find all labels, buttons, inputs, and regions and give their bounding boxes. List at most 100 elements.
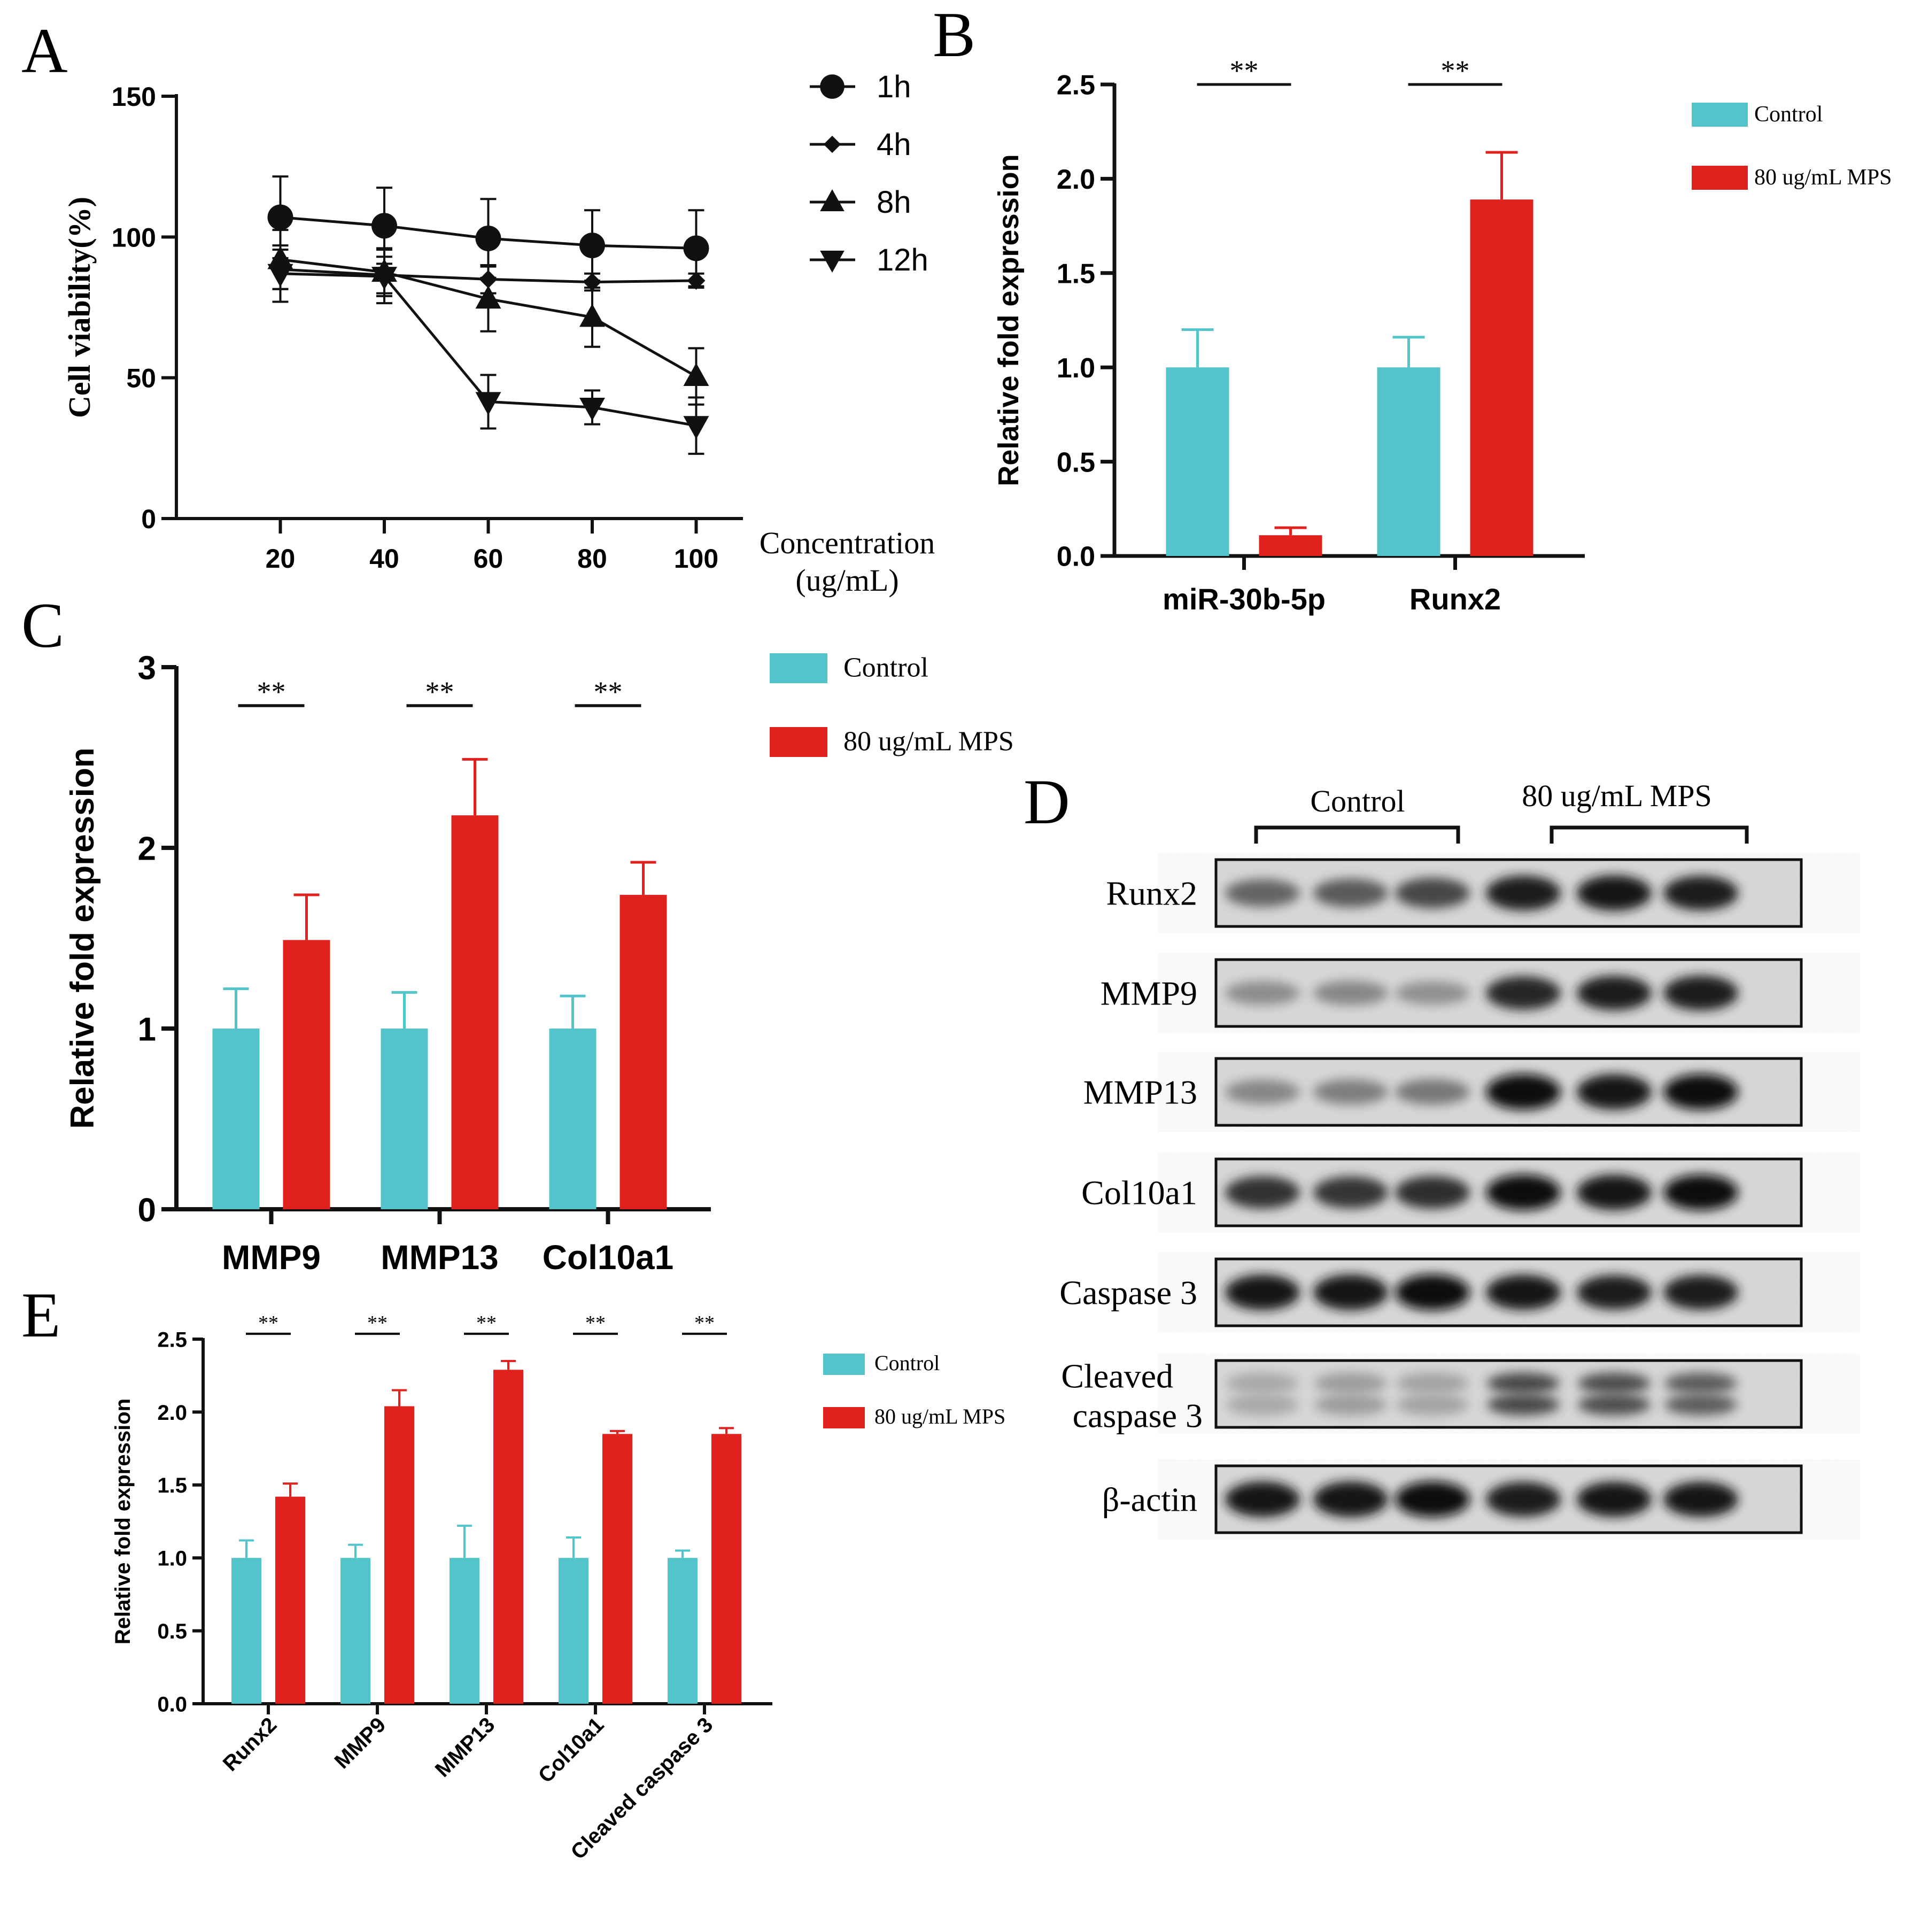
blot-row [1214, 958, 1803, 1028]
marker-diamond [583, 273, 601, 291]
blot-band [1225, 1079, 1300, 1104]
y-tick-label: 2.0 [157, 1401, 187, 1425]
significance-stars: ** [694, 1312, 715, 1334]
y-tick-label: 0.5 [1057, 447, 1095, 478]
blot-band [1226, 1372, 1299, 1394]
legend-label-treatment: 80 ug/mL MPS [1754, 165, 1892, 190]
bar-treatment [283, 940, 330, 1209]
blot-band [1486, 1174, 1561, 1210]
blot-band [1577, 875, 1652, 911]
marker-circle [267, 204, 293, 230]
blot-band [1396, 1394, 1469, 1416]
bar-control [1377, 367, 1440, 556]
blot-row-label: Cleaved [1061, 1357, 1173, 1395]
blot-band [1313, 1481, 1388, 1517]
blot-band [1313, 980, 1388, 1006]
panel-label-b: B [933, 0, 975, 70]
legend-label: 12h [877, 243, 928, 277]
blot-band [1663, 975, 1738, 1011]
marker-circle [371, 213, 397, 239]
blot-band [1664, 1394, 1737, 1416]
bar-treatment [451, 815, 499, 1209]
y-tick-label: 1.0 [1057, 353, 1095, 384]
y-tick-label: 100 [112, 222, 156, 252]
bar-treatment [384, 1406, 414, 1704]
marker-triangle-up [683, 362, 709, 387]
blot-band [1225, 1176, 1300, 1209]
bar-control [559, 1558, 588, 1704]
blot-band [1313, 1079, 1388, 1105]
blot-band [1395, 1274, 1470, 1311]
blot-band [1486, 1074, 1561, 1110]
panel-b-bar-chart: 0.0 0.5 1.0 1.5 2.0 2.5 Relative fold expressi… [993, 55, 1892, 616]
legend-label: 4h [877, 127, 911, 162]
blot-band [1225, 879, 1300, 907]
x-category-label: MMP13 [431, 1713, 500, 1782]
blot-band [1487, 1372, 1560, 1394]
blot-row [1214, 858, 1803, 928]
marker-circle [820, 74, 845, 99]
blot-row-label: MMP9 [1101, 975, 1197, 1013]
group-bracket-control [1254, 825, 1460, 844]
blot-band [1578, 1394, 1651, 1416]
legend-label-control: Control [843, 653, 928, 683]
group-bracket-treatment [1550, 825, 1749, 844]
x-axis-label: Concentration [760, 525, 935, 560]
legend-swatch-control [770, 653, 827, 683]
blot-band [1313, 878, 1388, 908]
marker-triangle-down [820, 250, 845, 273]
blot-band [1577, 1275, 1652, 1310]
x-category-label: Runx2 [219, 1713, 282, 1776]
x-axis-unit: (ug/mL) [795, 563, 898, 598]
y-tick-label: 150 [112, 82, 156, 112]
bar-treatment [275, 1496, 305, 1704]
x-tick-label: 60 [474, 544, 504, 574]
y-tick-label: 1.5 [157, 1474, 187, 1497]
blot-band [1487, 1394, 1560, 1416]
x-tick-label: 40 [369, 544, 399, 574]
legend-swatch-treatment [1692, 166, 1748, 190]
x-category-label: miR-30b-5p [1163, 582, 1326, 616]
series-8h [267, 229, 709, 406]
group-label-treatment: 80 ug/mL MPS [1522, 778, 1712, 813]
significance-stars: ** [594, 676, 623, 708]
bar-treatment [1259, 535, 1322, 556]
bar-control [231, 1558, 261, 1704]
marker-circle [579, 233, 605, 259]
x-category-label: MMP9 [222, 1238, 321, 1277]
marker-diamond [823, 135, 841, 153]
significance-stars: ** [476, 1312, 497, 1334]
blot-band [1663, 1074, 1738, 1110]
blot-band [1663, 1481, 1738, 1517]
blot-band [1395, 1079, 1470, 1105]
bar-treatment [619, 894, 667, 1209]
significance-stars: ** [1441, 55, 1470, 87]
x-category-label: Col10a1 [543, 1238, 673, 1277]
x-tick-label: 20 [266, 544, 296, 574]
y-axis-label: Cell viability(%) [62, 197, 97, 418]
blot-band [1577, 976, 1652, 1010]
marker-triangle-down [475, 392, 501, 415]
significance-stars: ** [1230, 55, 1259, 87]
blot-texture [1216, 1361, 1801, 1427]
x-category-label: Runx2 [1409, 582, 1501, 616]
x-category-label: Col10a1 [534, 1713, 609, 1788]
y-tick-label: 0.0 [1057, 542, 1095, 573]
marker-triangle-down [267, 264, 293, 287]
y-tick-label: 2 [138, 830, 156, 867]
blot-band [1395, 1176, 1470, 1209]
blot-band [1395, 981, 1470, 1005]
blot-band [1577, 1174, 1652, 1210]
y-tick-label: 2.5 [1057, 70, 1095, 101]
blot-band [1486, 976, 1561, 1010]
legend-label-treatment: 80 ug/mL MPS [843, 727, 1014, 757]
bar-control [381, 1029, 428, 1209]
blot-band [1314, 1394, 1387, 1416]
blot-frame [1214, 1359, 1803, 1429]
panel-label-c: C [21, 590, 64, 661]
blot-band [1486, 875, 1561, 911]
x-tick-label: 100 [674, 544, 718, 574]
x-tick-label: 80 [577, 544, 607, 574]
blot-band [1313, 1176, 1388, 1209]
bar-control [450, 1558, 479, 1704]
